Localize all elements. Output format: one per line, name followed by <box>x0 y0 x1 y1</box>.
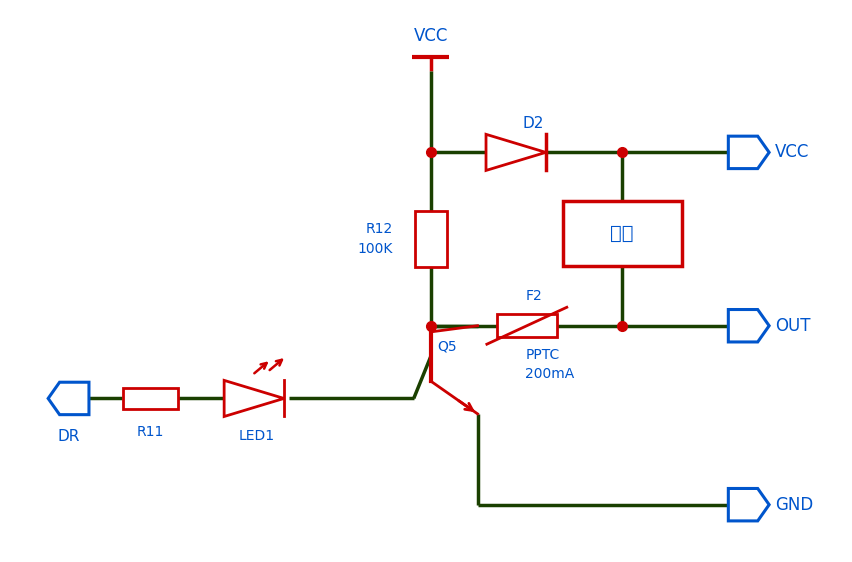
Text: GND: GND <box>774 496 813 514</box>
Text: DR: DR <box>57 429 79 444</box>
Text: 100K: 100K <box>357 242 392 256</box>
Text: Q5: Q5 <box>437 339 457 353</box>
Bar <box>497 314 556 338</box>
Text: R11: R11 <box>136 425 164 439</box>
Text: OUT: OUT <box>774 317 809 335</box>
Text: PPTC: PPTC <box>525 348 559 362</box>
Bar <box>561 201 681 266</box>
Text: R12: R12 <box>365 222 392 236</box>
Text: D2: D2 <box>522 116 544 131</box>
Bar <box>123 388 177 409</box>
Text: VCC: VCC <box>774 143 809 161</box>
Text: VCC: VCC <box>413 27 447 45</box>
Bar <box>414 211 446 267</box>
Text: 负载: 负载 <box>609 224 633 243</box>
Text: LED1: LED1 <box>238 429 274 443</box>
Text: F2: F2 <box>525 289 541 303</box>
Text: 200mA: 200mA <box>525 366 573 380</box>
